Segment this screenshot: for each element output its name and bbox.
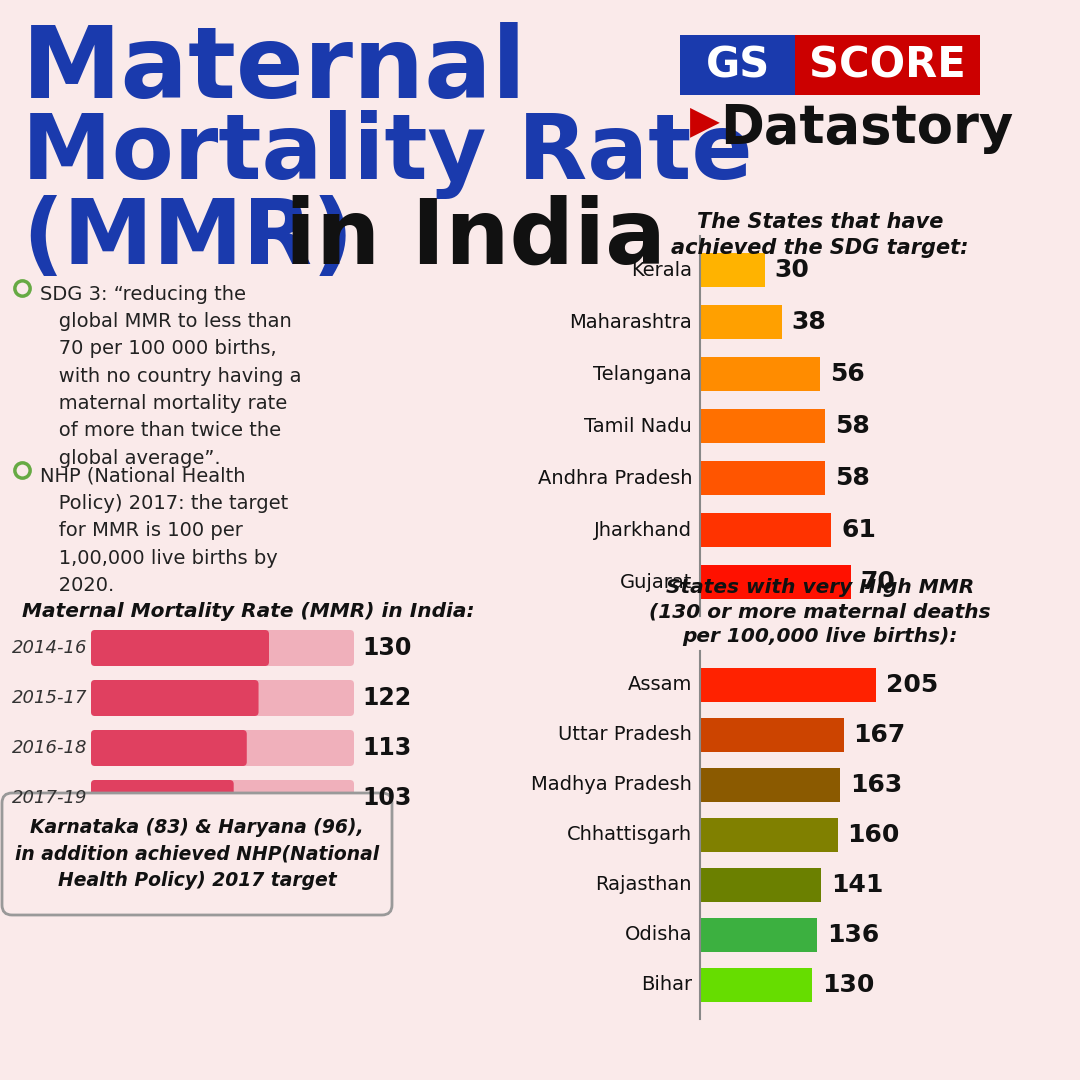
Text: Tamil Nadu: Tamil Nadu (584, 417, 692, 435)
FancyBboxPatch shape (2, 793, 392, 915)
Text: SCORE: SCORE (809, 44, 966, 86)
Text: 130: 130 (362, 636, 411, 660)
Text: Jharkhand: Jharkhand (594, 521, 692, 540)
FancyBboxPatch shape (91, 630, 269, 666)
Text: 30: 30 (774, 258, 809, 282)
FancyBboxPatch shape (91, 780, 233, 816)
Text: 38: 38 (792, 310, 826, 334)
Bar (700, 918, 816, 951)
Text: 103: 103 (362, 786, 411, 810)
Bar (700, 565, 851, 599)
Text: Maternal Mortality Rate (MMR) in India:: Maternal Mortality Rate (MMR) in India: (22, 602, 474, 621)
FancyBboxPatch shape (91, 630, 354, 666)
Text: Andhra Pradesh: Andhra Pradesh (538, 469, 692, 487)
FancyBboxPatch shape (91, 730, 354, 766)
Text: 61: 61 (841, 518, 876, 542)
Text: 205: 205 (887, 673, 939, 697)
Bar (700, 868, 821, 902)
Text: Assam: Assam (627, 675, 692, 694)
Text: ▶: ▶ (690, 102, 720, 140)
Bar (700, 768, 840, 802)
Text: SDG 3: “reducing the
   global MMR to less than
   70 per 100 000 births,
   wit: SDG 3: “reducing the global MMR to less … (40, 285, 301, 468)
Text: 2015-17: 2015-17 (12, 689, 87, 707)
FancyBboxPatch shape (91, 780, 354, 816)
Text: 141: 141 (832, 873, 883, 897)
Text: Mortality Rate: Mortality Rate (22, 110, 753, 199)
Text: 2014-16: 2014-16 (12, 639, 87, 657)
Text: 130: 130 (822, 973, 874, 997)
Bar (700, 968, 812, 1002)
Text: in India: in India (285, 195, 666, 283)
Text: GS: GS (705, 44, 770, 86)
Text: NHP (National Health
   Policy) 2017: the target
   for MMR is 100 per
   1,00,0: NHP (National Health Policy) 2017: the t… (40, 467, 288, 595)
Text: Telangana: Telangana (593, 365, 692, 383)
Text: The States that have
achieved the SDG target:: The States that have achieved the SDG ta… (672, 212, 969, 258)
Text: Karnataka (83) & Haryana (96),
in addition achieved NHP(National
Health Policy) : Karnataka (83) & Haryana (96), in additi… (15, 818, 379, 890)
Text: Gujarat: Gujarat (620, 572, 692, 592)
Text: Kerala: Kerala (631, 260, 692, 280)
Text: 2016-18: 2016-18 (12, 739, 87, 757)
Text: States with very High MMR
(130 or more maternal deaths
per 100,000 live births):: States with very High MMR (130 or more m… (649, 578, 990, 646)
Text: 58: 58 (835, 414, 869, 438)
Text: 58: 58 (835, 465, 869, 490)
Bar (700, 718, 843, 752)
Text: Madhya Pradesh: Madhya Pradesh (531, 775, 692, 795)
FancyBboxPatch shape (91, 730, 246, 766)
Text: Maternal: Maternal (22, 22, 527, 119)
Text: 122: 122 (362, 686, 411, 710)
Bar (795, 35, 980, 95)
Text: Rajasthan: Rajasthan (595, 876, 692, 894)
Bar (700, 409, 825, 443)
Bar (700, 305, 782, 339)
FancyBboxPatch shape (91, 680, 354, 716)
Text: 163: 163 (850, 773, 903, 797)
Bar (700, 357, 821, 391)
Text: 136: 136 (827, 923, 879, 947)
Text: 113: 113 (362, 735, 411, 760)
FancyBboxPatch shape (91, 680, 258, 716)
Text: Datastory: Datastory (720, 102, 1013, 154)
Bar (700, 461, 825, 495)
Text: Maharashtra: Maharashtra (569, 312, 692, 332)
Bar (700, 669, 876, 702)
Bar (700, 818, 838, 852)
Text: Odisha: Odisha (624, 926, 692, 945)
Text: 2017-19: 2017-19 (12, 789, 87, 807)
Text: Chhattisgarh: Chhattisgarh (567, 825, 692, 845)
Text: 56: 56 (831, 362, 865, 386)
Text: (MMR): (MMR) (22, 195, 353, 283)
Text: 70: 70 (861, 570, 895, 594)
Bar (700, 513, 832, 546)
Text: Bihar: Bihar (640, 975, 692, 995)
Bar (700, 253, 765, 287)
Bar (680, 35, 795, 95)
Text: Uttar Pradesh: Uttar Pradesh (558, 726, 692, 744)
Text: 160: 160 (848, 823, 900, 847)
Text: 167: 167 (853, 723, 906, 747)
